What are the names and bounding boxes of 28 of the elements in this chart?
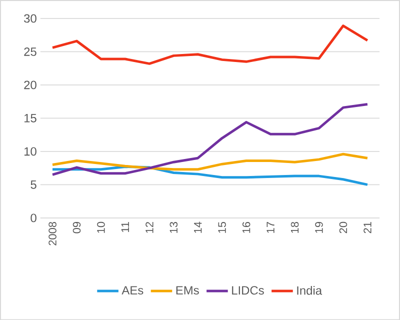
x-tick-label: 20 bbox=[339, 222, 348, 234]
x-tick-label: 19 bbox=[315, 222, 323, 233]
legend-label: LIDCs bbox=[232, 286, 264, 295]
x-tick-label: 17 bbox=[266, 222, 274, 233]
y-tick-label: 15 bbox=[24, 114, 36, 122]
x-tick-label: 13 bbox=[170, 222, 178, 233]
x-tick-label: 10 bbox=[97, 222, 105, 233]
y-tick-label: 10 bbox=[24, 147, 36, 156]
x-tick-label: 12 bbox=[146, 222, 154, 233]
legend-label: India bbox=[297, 286, 322, 295]
x-tick-label: 18 bbox=[290, 222, 299, 233]
x-tick-label: 14 bbox=[194, 222, 202, 233]
legend-label: EMs bbox=[176, 286, 199, 294]
x-tick-label: 2008 bbox=[48, 222, 56, 246]
x-tick-label: 21 bbox=[364, 222, 372, 234]
line-series bbox=[51, 24, 369, 65]
y-tick-label: 25 bbox=[24, 47, 36, 56]
legend-label: AEs bbox=[122, 286, 144, 294]
y-tick-label: 5 bbox=[30, 180, 36, 189]
x-tick-label: 16 bbox=[242, 222, 250, 233]
y-tick-label: 20 bbox=[24, 80, 36, 90]
line-series bbox=[51, 102, 369, 176]
y-tick-label: 30 bbox=[24, 14, 36, 23]
x-tick-label: 11 bbox=[121, 222, 129, 232]
line-series bbox=[51, 152, 369, 171]
x-tick-label: 15 bbox=[218, 222, 226, 233]
y-tick-label: 0 bbox=[30, 214, 36, 222]
x-tick-label: 09 bbox=[72, 222, 81, 234]
